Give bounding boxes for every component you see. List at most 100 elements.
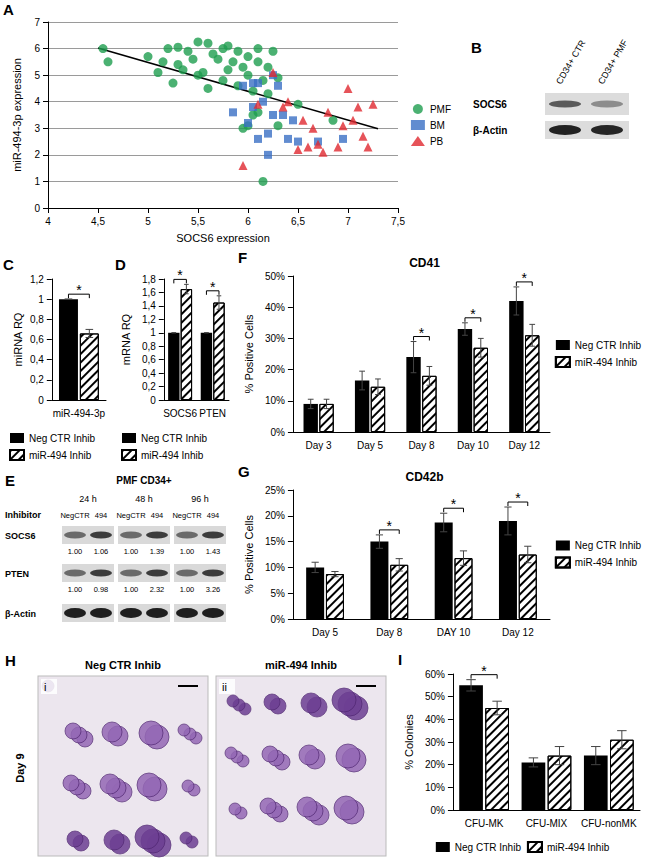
svg-text:miR-494 Inhib: miR-494 Inhib xyxy=(575,357,638,368)
svg-text:0,8: 0,8 xyxy=(30,314,44,325)
svg-text:*: * xyxy=(522,270,528,286)
svg-text:96 h: 96 h xyxy=(191,494,209,504)
svg-text:25%: 25% xyxy=(265,485,285,496)
svg-text:20%: 20% xyxy=(425,759,445,770)
svg-text:Day 10: Day 10 xyxy=(457,440,489,451)
svg-text:1: 1 xyxy=(34,176,40,187)
svg-text:PMF: PMF xyxy=(430,104,451,115)
svg-text:i: i xyxy=(44,681,46,693)
svg-text:*: * xyxy=(177,267,183,283)
svg-text:7,5: 7,5 xyxy=(391,216,405,227)
svg-text:B: B xyxy=(471,39,482,56)
svg-text:1.00: 1.00 xyxy=(180,547,195,556)
svg-text:0: 0 xyxy=(34,203,40,214)
svg-text:1.00: 1.00 xyxy=(180,585,195,594)
svg-text:0%: 0% xyxy=(270,427,285,438)
svg-text:7: 7 xyxy=(34,17,40,28)
svg-text:0,6: 0,6 xyxy=(142,354,156,365)
svg-text:Day 12: Day 12 xyxy=(502,627,534,638)
svg-text:10%: 10% xyxy=(425,782,445,793)
svg-text:G: G xyxy=(238,463,250,480)
svg-text:1.00: 1.00 xyxy=(124,585,139,594)
svg-text:10%: 10% xyxy=(265,395,285,406)
svg-text:I: I xyxy=(398,651,402,668)
svg-text:48 h: 48 h xyxy=(135,494,153,504)
svg-text:6,5: 6,5 xyxy=(291,216,305,227)
svg-text:40%: 40% xyxy=(425,714,445,725)
svg-text:CD42b: CD42b xyxy=(405,470,443,484)
svg-text:β-Actin: β-Actin xyxy=(473,125,507,136)
svg-text:6: 6 xyxy=(34,43,40,54)
svg-text:3: 3 xyxy=(34,123,40,134)
svg-text:30%: 30% xyxy=(425,737,445,748)
svg-text:miR-494 Inhib: miR-494 Inhib xyxy=(29,450,92,461)
svg-text:0: 0 xyxy=(38,395,44,406)
svg-text:*: * xyxy=(515,490,521,506)
svg-text:NegCTR: NegCTR xyxy=(116,511,146,520)
svg-text:SOCS6: SOCS6 xyxy=(473,99,507,110)
svg-text:1,6: 1,6 xyxy=(142,287,156,298)
svg-text:CD34+ CTR: CD34+ CTR xyxy=(554,38,588,86)
svg-text:SOCS6 expression: SOCS6 expression xyxy=(176,232,270,244)
svg-text:H: H xyxy=(5,652,16,669)
svg-text:6: 6 xyxy=(245,216,251,227)
svg-text:SOCS6: SOCS6 xyxy=(163,408,197,419)
svg-text:0,8: 0,8 xyxy=(142,341,156,352)
svg-text:1,2: 1,2 xyxy=(142,314,156,325)
svg-text:PB: PB xyxy=(430,136,444,147)
svg-text:miR-494 Inhib: miR-494 Inhib xyxy=(141,450,204,461)
svg-text:Day 12: Day 12 xyxy=(508,440,540,451)
svg-text:1,8: 1,8 xyxy=(142,274,156,285)
svg-text:0,2: 0,2 xyxy=(142,381,156,392)
svg-text:0,4: 0,4 xyxy=(142,368,156,379)
svg-text:15%: 15% xyxy=(265,536,285,547)
svg-text:% Positive Cells: % Positive Cells xyxy=(243,314,255,393)
svg-text:50%: 50% xyxy=(265,271,285,282)
svg-text:Neg CTR Inhib: Neg CTR Inhib xyxy=(29,433,96,444)
svg-text:C: C xyxy=(3,256,14,273)
svg-text:30%: 30% xyxy=(265,333,285,344)
svg-text:1.43: 1.43 xyxy=(206,547,221,556)
svg-text:Day 5: Day 5 xyxy=(357,440,384,451)
svg-text:SOCS6: SOCS6 xyxy=(5,531,36,541)
svg-text:1: 1 xyxy=(150,327,156,338)
svg-text:5,5: 5,5 xyxy=(191,216,205,227)
svg-text:0,2: 0,2 xyxy=(30,374,44,385)
svg-text:*: * xyxy=(76,282,82,298)
svg-text:2.32: 2.32 xyxy=(150,585,165,594)
svg-text:Inhibitor: Inhibitor xyxy=(5,510,41,520)
svg-text:494: 494 xyxy=(207,511,220,520)
svg-text:mRNA RQ: mRNA RQ xyxy=(120,313,132,365)
svg-text:miRNA RQ: miRNA RQ xyxy=(12,312,24,366)
svg-text:10%: 10% xyxy=(265,562,285,573)
svg-text:4,5: 4,5 xyxy=(91,216,105,227)
svg-text:0,4: 0,4 xyxy=(30,354,44,365)
svg-text:DAY 10: DAY 10 xyxy=(437,627,471,638)
svg-text:miR-494 Inhib: miR-494 Inhib xyxy=(265,659,337,671)
svg-text:1: 1 xyxy=(38,294,44,305)
svg-text:*: * xyxy=(470,306,476,322)
svg-text:2: 2 xyxy=(34,149,40,160)
svg-text:CFU-MIX: CFU-MIX xyxy=(526,818,568,829)
svg-text:F: F xyxy=(238,249,247,266)
svg-text:1.00: 1.00 xyxy=(68,547,83,556)
svg-text:BM: BM xyxy=(430,120,445,131)
svg-text:CD34+ PMF: CD34+ PMF xyxy=(596,37,630,86)
svg-text:% Positive Cells: % Positive Cells xyxy=(243,515,255,594)
svg-text:50%: 50% xyxy=(425,691,445,702)
svg-text:0%: 0% xyxy=(270,614,285,625)
svg-text:494: 494 xyxy=(95,511,108,520)
svg-text:7: 7 xyxy=(345,216,351,227)
svg-text:20%: 20% xyxy=(265,510,285,521)
svg-text:0,6: 0,6 xyxy=(30,334,44,345)
svg-text:% Colonies: % Colonies xyxy=(403,714,415,770)
svg-text:Day 5: Day 5 xyxy=(312,627,339,638)
svg-text:Neg CTR Inhib: Neg CTR Inhib xyxy=(141,433,208,444)
svg-text:1.06: 1.06 xyxy=(94,547,109,556)
svg-text:5%: 5% xyxy=(270,588,285,599)
svg-text:24 h: 24 h xyxy=(79,494,97,504)
svg-text:E: E xyxy=(5,472,15,489)
svg-text:miR-494-3p expression: miR-494-3p expression xyxy=(11,58,23,172)
svg-text:A: A xyxy=(3,1,14,18)
svg-text:PTEN: PTEN xyxy=(199,408,226,419)
